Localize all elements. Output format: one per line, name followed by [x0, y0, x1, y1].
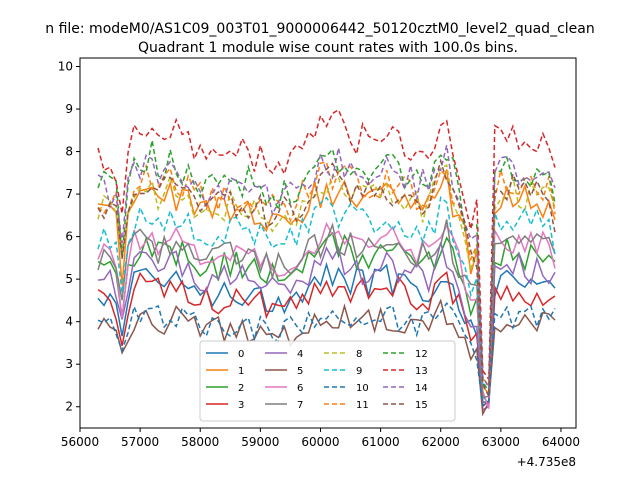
x-tick-label: 63000 — [482, 435, 520, 449]
series-line-8 — [97, 164, 556, 388]
legend-label-5: 5 — [297, 366, 303, 377]
series-line-4 — [97, 242, 556, 412]
series-line-12 — [97, 140, 556, 394]
axes-frame — [79, 57, 577, 429]
y-tick-label: 8 — [65, 145, 73, 159]
y-tick-label: 10 — [58, 60, 73, 74]
legend-label-8: 8 — [356, 349, 362, 360]
series-line-10 — [97, 301, 556, 407]
legend-label-2: 2 — [238, 383, 244, 394]
y-tick-label: 3 — [65, 357, 73, 371]
legend-label-14: 14 — [415, 383, 428, 394]
series-line-5 — [97, 298, 556, 417]
x-tick-label: 58000 — [181, 435, 219, 449]
x-tick-label: 56000 — [61, 435, 99, 449]
x-axis: 56000 57000 58000 59000 60000 61000 62000 63000… — [61, 428, 580, 449]
legend-label-1: 1 — [238, 366, 244, 377]
y-tick-label: 5 — [65, 272, 73, 286]
y-tick-label: 7 — [65, 187, 73, 201]
x-tick-label: 57000 — [121, 435, 159, 449]
legend-label-3: 3 — [238, 400, 244, 411]
x-tick-label: 62000 — [422, 435, 460, 449]
y-axis: 2 3 4 5 6 7 8 9 10 — [58, 60, 80, 414]
legend-label-12: 12 — [415, 349, 428, 360]
legend-label-7: 7 — [297, 400, 303, 411]
legend-label-11: 11 — [356, 400, 369, 411]
legend-label-6: 6 — [297, 383, 303, 394]
series-line-14 — [97, 145, 556, 391]
legend-label-0: 0 — [238, 349, 244, 360]
x-tick-label: 60000 — [301, 435, 339, 449]
series-layer — [97, 108, 556, 417]
legend-label-13: 13 — [415, 366, 428, 377]
series-line-15 — [97, 158, 556, 397]
figure-suptitle: n file: modeM0/AS1C09_003T01_9000006442_… — [45, 21, 594, 37]
plot-area: 56000 57000 58000 59000 60000 61000 62000 63000… — [58, 57, 580, 469]
y-tick-label: 9 — [65, 102, 73, 116]
series-line-13 — [97, 108, 556, 382]
x-tick-label: 64000 — [542, 435, 580, 449]
legend-box — [199, 340, 456, 422]
legend-label-4: 4 — [297, 349, 303, 360]
y-tick-label: 2 — [65, 400, 73, 414]
y-tick-label: 4 — [65, 315, 73, 329]
y-tick-label: 6 — [65, 230, 73, 244]
legend-label-15: 15 — [415, 400, 428, 411]
x-tick-label: 61000 — [362, 435, 400, 449]
x-tick-label: 59000 — [241, 435, 279, 449]
legend-label-9: 9 — [356, 366, 362, 377]
legend-label-10: 10 — [356, 383, 369, 394]
x-offset-label: +4.735e8 — [517, 455, 576, 469]
chart-title: Quadrant 1 module wise count rates with … — [138, 40, 518, 56]
